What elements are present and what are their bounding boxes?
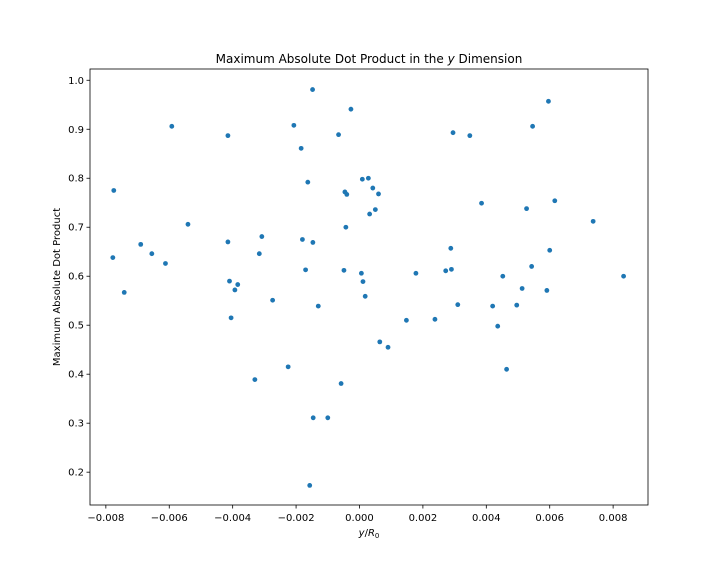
x-tick-label: −0.008 (87, 513, 124, 524)
data-point (413, 270, 419, 276)
data-point (121, 289, 127, 295)
data-point (448, 245, 454, 251)
data-point (495, 323, 501, 329)
data-point (524, 206, 529, 212)
x-tick-label: 0.006 (535, 513, 564, 524)
y-tick-label: 0.2 (68, 468, 84, 479)
data-point (500, 273, 506, 279)
data-point (360, 279, 366, 285)
data-point (365, 175, 371, 181)
data-point (376, 191, 381, 197)
data-point (358, 270, 364, 276)
data-point (514, 302, 520, 308)
data-point (185, 221, 191, 227)
x-tick-label: 0.008 (599, 513, 628, 524)
data-point (404, 317, 409, 323)
chart-title: Maximum Absolute Dot Product in the y Di… (216, 52, 523, 66)
x-tick-label: 0.004 (472, 513, 501, 524)
data-point (450, 130, 456, 136)
x-axis-ticks: −0.008 −0.006 −0.004 −0.002 0.000 0.002 0.004 0… (87, 505, 627, 524)
data-point (169, 123, 175, 129)
x-tick-label: 0.002 (409, 513, 438, 524)
data-point (432, 316, 438, 322)
data-point (315, 303, 321, 309)
data-point (367, 211, 373, 217)
data-point (111, 188, 117, 193)
data-point (225, 133, 231, 139)
data-point (519, 286, 525, 291)
axes-frame (89, 68, 649, 506)
data-point (455, 302, 461, 308)
x-tick-label: −0.004 (214, 513, 251, 524)
y-tick-label: 0.7 (68, 223, 84, 234)
data-point (377, 339, 383, 345)
data-point (270, 297, 276, 303)
data-point (225, 239, 231, 245)
y-tick-label: 0.4 (68, 370, 84, 381)
data-point (259, 234, 265, 239)
x-tick-label: 0.000 (345, 513, 374, 524)
data-point (341, 267, 347, 273)
data-point (305, 179, 311, 185)
y-tick-label: 0.9 (68, 125, 84, 136)
y-tick-label: 0.3 (68, 419, 84, 430)
x-axis-label: y/R0 (358, 528, 380, 540)
data-point (138, 241, 144, 247)
x-tick-label: −0.006 (151, 513, 188, 524)
data-point (310, 87, 315, 92)
data-point (359, 176, 365, 182)
data-point (149, 251, 155, 257)
data-point (227, 278, 232, 284)
data-point (298, 145, 304, 151)
x-tick-label: −0.002 (278, 513, 315, 524)
data-point (336, 132, 341, 138)
data-point (338, 381, 344, 386)
data-point (256, 251, 262, 257)
data-point (590, 218, 596, 224)
data-point (449, 266, 454, 272)
data-point (530, 123, 535, 129)
data-point (443, 268, 449, 274)
data-point (490, 303, 496, 309)
data-point (325, 415, 331, 421)
data-points (110, 87, 626, 488)
data-point (344, 192, 350, 197)
data-point (546, 98, 551, 104)
data-point (370, 185, 376, 191)
data-point (303, 267, 308, 273)
plot-area (89, 68, 649, 506)
y-axis-label: Maximum Absolute Dot Product (52, 208, 63, 366)
y-tick-label: 1.0 (68, 76, 84, 87)
data-point (232, 287, 238, 293)
data-point (310, 240, 316, 245)
y-tick-label: 0.5 (68, 321, 84, 332)
data-point (372, 207, 378, 213)
data-point (621, 273, 626, 279)
data-point (252, 377, 258, 382)
data-point (504, 366, 509, 372)
data-point (310, 415, 316, 421)
data-point (291, 122, 297, 128)
data-point (307, 483, 313, 488)
data-point (300, 237, 305, 242)
data-point (385, 344, 391, 350)
data-point (467, 133, 473, 139)
data-point (479, 200, 484, 206)
data-point (228, 315, 234, 321)
data-point (547, 247, 553, 253)
data-point (285, 364, 291, 370)
data-point (343, 224, 349, 230)
data-point (163, 261, 168, 266)
data-point (529, 264, 535, 269)
y-tick-label: 0.6 (68, 272, 84, 283)
data-point (544, 288, 550, 293)
data-point (552, 198, 558, 204)
y-axis-ticks: 0.2 0.3 0.4 0.5 0.6 0.7 0.8 0.9 1.0 (68, 76, 90, 479)
data-point (110, 255, 116, 261)
data-point (362, 293, 368, 299)
data-point (348, 106, 354, 112)
data-point (235, 282, 241, 287)
y-tick-label: 0.8 (68, 174, 84, 185)
